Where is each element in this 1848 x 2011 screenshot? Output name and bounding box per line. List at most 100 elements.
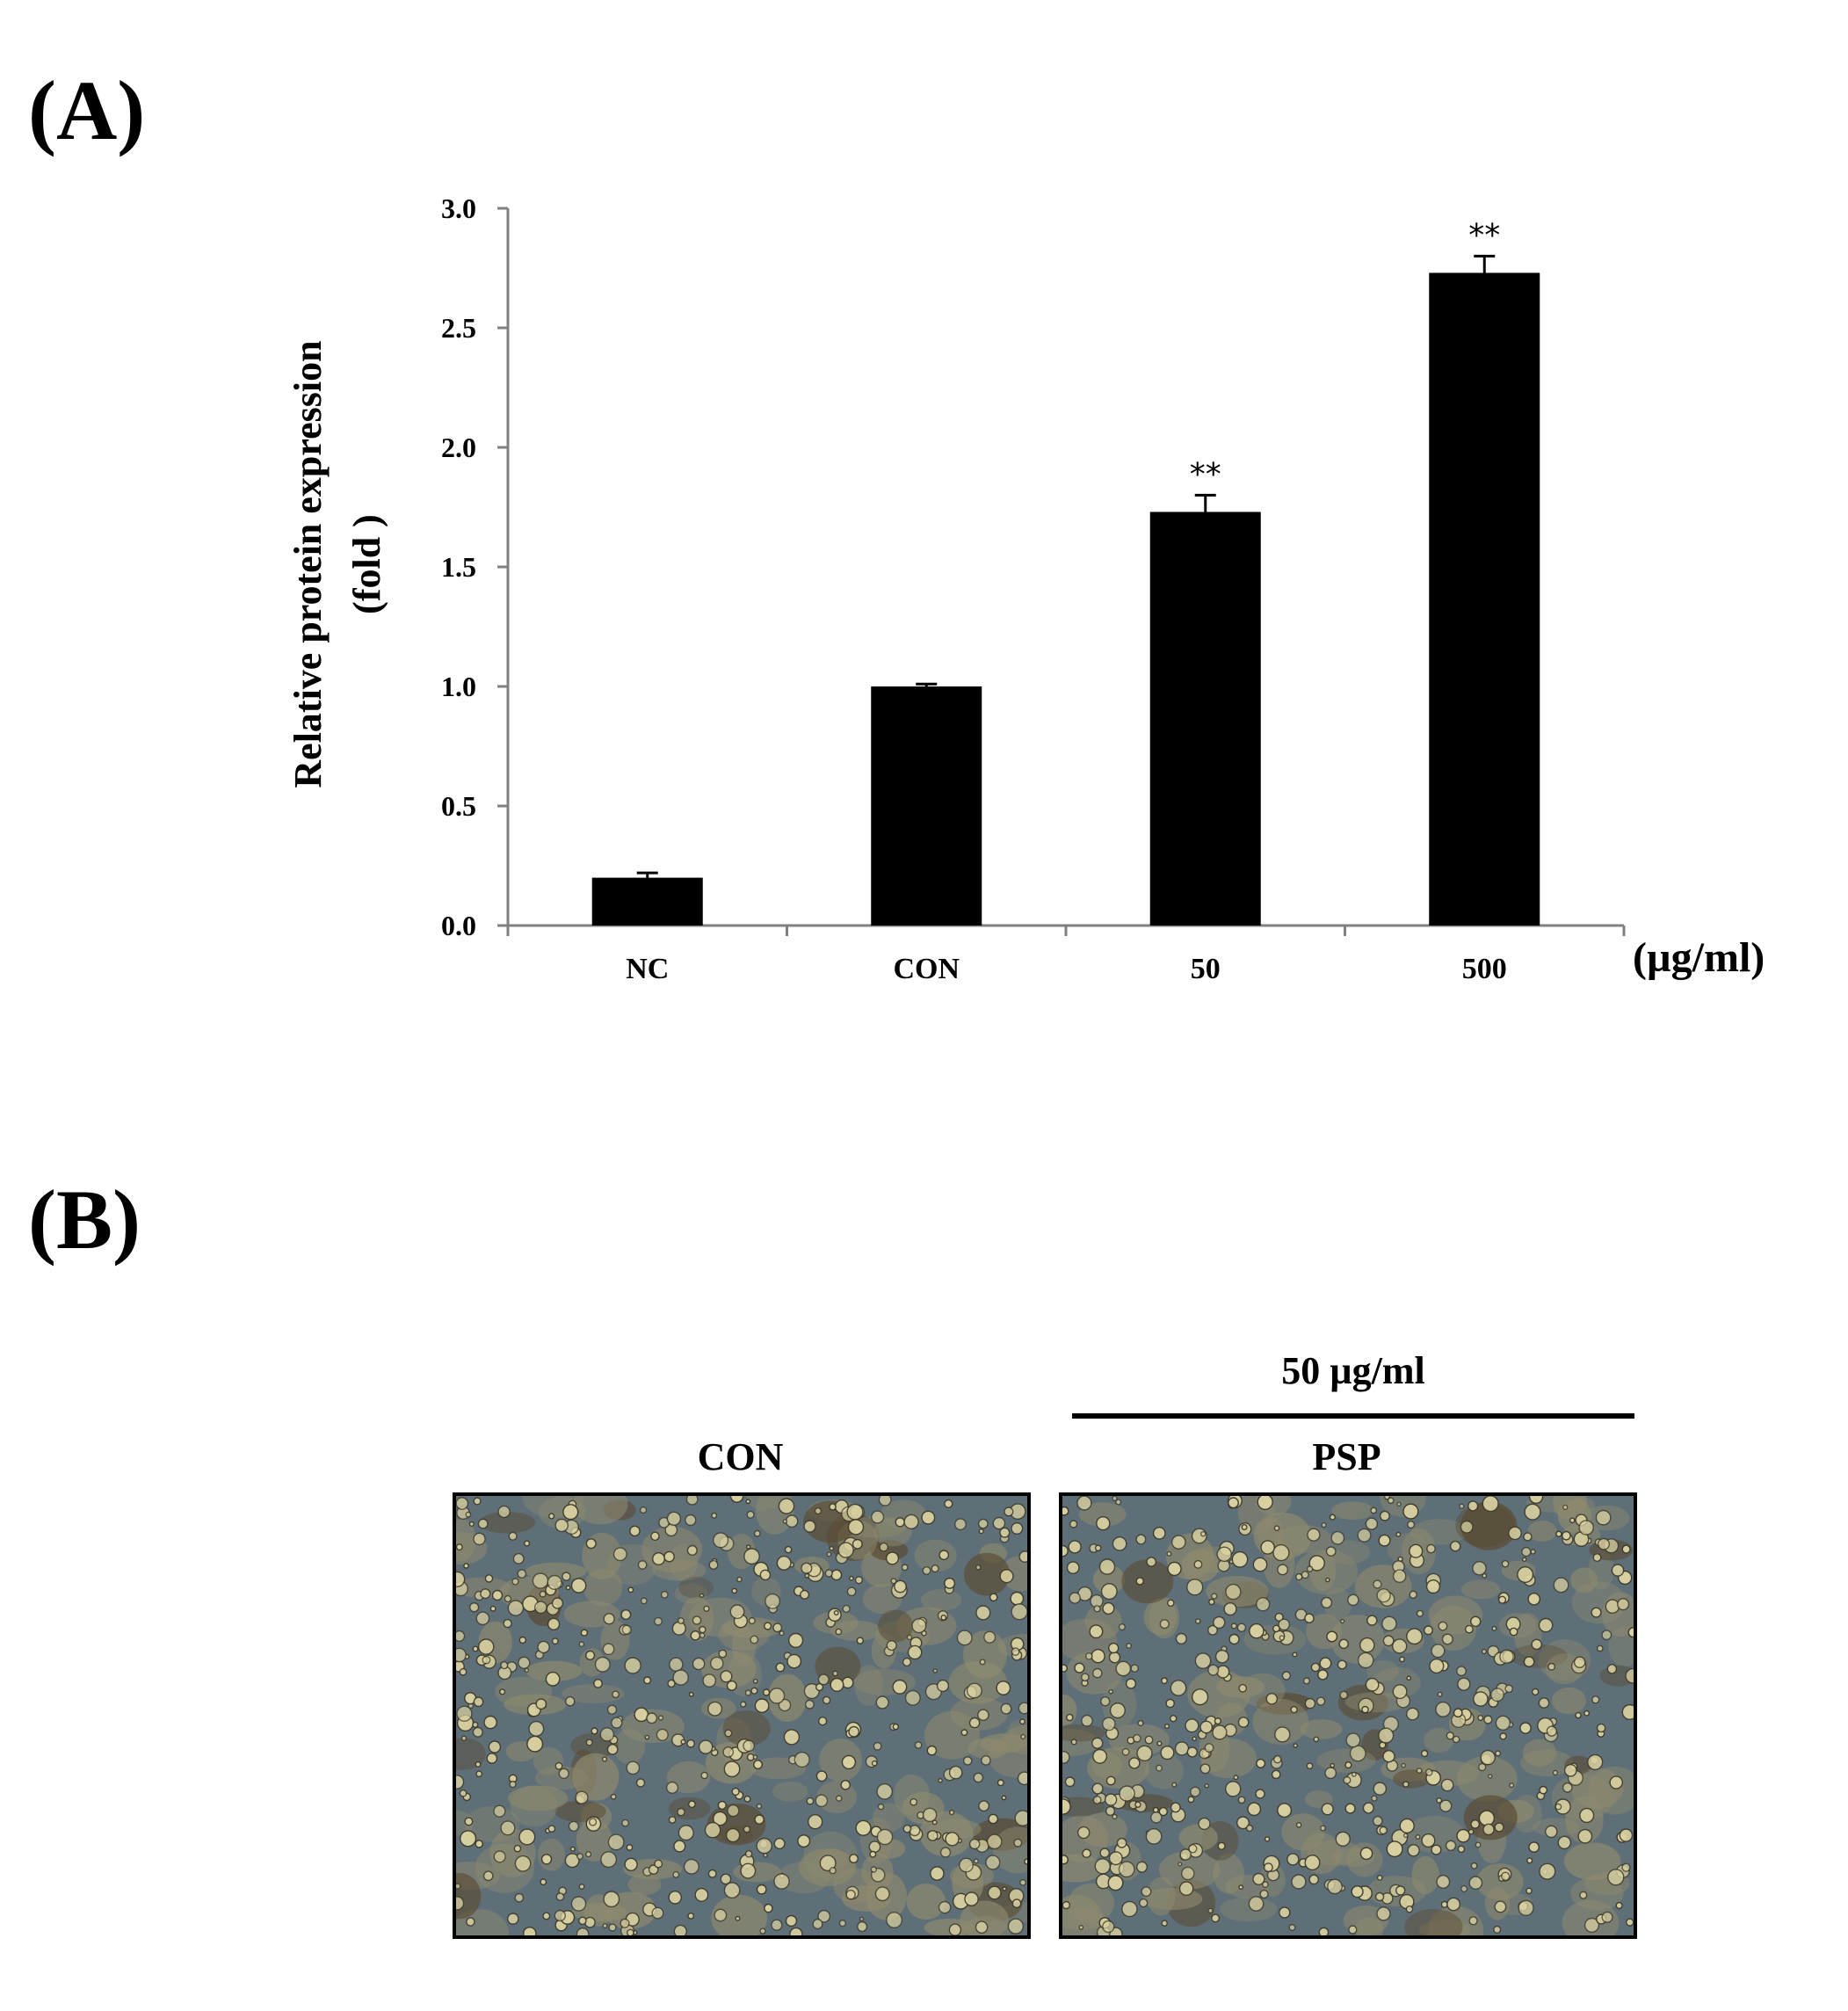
lipid-droplet — [1456, 1666, 1468, 1677]
lipid-droplet — [1207, 1907, 1214, 1914]
lipid-droplet — [1260, 1540, 1275, 1555]
lipid-droplet — [707, 1869, 717, 1878]
lipid-droplet — [1199, 1763, 1211, 1775]
lipid-droplet — [1344, 1761, 1352, 1769]
lipid-droplet — [698, 1739, 714, 1754]
lipid-droplet — [1011, 1522, 1024, 1535]
lipid-droplet — [514, 1855, 532, 1872]
lipid-droplet — [838, 1920, 847, 1928]
cell-body — [1519, 1749, 1574, 1777]
lipid-droplet — [1152, 1527, 1166, 1540]
lipid-droplet — [1078, 1924, 1084, 1930]
lipid-droplet — [621, 1624, 633, 1635]
lipid-droplet — [1365, 1517, 1379, 1530]
lipid-droplet — [610, 1793, 617, 1800]
cell-body — [819, 1738, 862, 1782]
lipid-droplet — [1271, 1769, 1281, 1780]
lipid-droplet — [1445, 1840, 1457, 1851]
lipid-droplet — [547, 1574, 562, 1591]
lipid-droplet — [1100, 1583, 1118, 1601]
lipid-droplet — [600, 1851, 618, 1869]
lipid-droplet — [1104, 1793, 1118, 1806]
lipid-droplet — [1340, 1618, 1345, 1624]
lipid-droplet — [1279, 1635, 1286, 1641]
lipid-droplet — [722, 1746, 735, 1758]
lipid-droplet — [1395, 1885, 1406, 1896]
lipid-droplet — [667, 1679, 676, 1688]
lipid-droplet — [714, 1908, 728, 1922]
lipid-droplet — [666, 1511, 682, 1526]
lipid-droplet — [1477, 1714, 1484, 1721]
lipid-droplet — [702, 1673, 717, 1688]
lipid-droplet — [756, 1837, 773, 1855]
lipid-droplet — [1493, 1925, 1502, 1935]
cell-body — [854, 1665, 884, 1706]
lipid-droplet — [1607, 1869, 1625, 1886]
lipid-droplet — [1272, 1543, 1290, 1562]
lipid-droplet — [1436, 1875, 1451, 1890]
lipid-droplet — [895, 1517, 905, 1528]
lipid-droplet — [1011, 1898, 1022, 1909]
lipid-droplet — [773, 1837, 786, 1850]
lipid-droplet — [629, 1525, 641, 1537]
lipid-droplet — [611, 1717, 623, 1729]
lipid-droplet — [1487, 1774, 1493, 1779]
lipid-droplet — [1553, 1577, 1569, 1594]
lipid-droplet — [718, 1649, 728, 1659]
lipid-droplet — [1272, 1624, 1280, 1633]
lipid-droplet — [1421, 1833, 1436, 1848]
lipid-droplet — [975, 1565, 982, 1571]
lipid-droplet — [1102, 1920, 1115, 1934]
cell-body — [456, 1518, 476, 1562]
lipid-droplet — [1062, 1855, 1069, 1865]
lipid-droplet — [694, 1887, 709, 1902]
lipid-droplet — [1531, 1638, 1543, 1651]
lipid-droplet — [1007, 1918, 1025, 1935]
lipid-droplet — [1062, 1798, 1071, 1815]
lipid-droplet — [650, 1531, 660, 1542]
lipid-droplet — [926, 1745, 938, 1756]
lipid-droplet — [1295, 1822, 1302, 1828]
lipid-droplet — [1093, 1605, 1101, 1613]
lipid-droplet — [683, 1858, 699, 1875]
cell-body — [960, 1900, 1009, 1935]
micrograph-con — [453, 1492, 1031, 1939]
lipid-droplet — [637, 1560, 648, 1570]
lipid-droplet — [1386, 1840, 1403, 1858]
lipid-droplet — [1118, 1623, 1127, 1631]
lipid-droplet — [1274, 1726, 1291, 1743]
lipid-droplet — [562, 1572, 571, 1581]
cell-body — [1563, 1842, 1621, 1880]
lipid-droplet — [551, 1597, 564, 1609]
lipid-droplet — [1156, 1740, 1163, 1746]
lipid-droplet — [1405, 1905, 1414, 1913]
lipid-droplet — [607, 1833, 625, 1851]
lipid-droplet — [727, 1804, 740, 1818]
lipid-droplet — [1557, 1835, 1572, 1850]
lipid-droplet — [729, 1604, 745, 1620]
lipid-droplet — [463, 1563, 469, 1569]
lipid-droplet — [1160, 1746, 1175, 1761]
lipid-droplet — [1135, 1577, 1144, 1586]
lipid-droplet — [585, 1538, 597, 1550]
lipid-droplet — [1245, 1824, 1254, 1833]
lipid-droplet — [456, 1647, 467, 1663]
lipid-droplet — [772, 1623, 783, 1633]
lipid-droplet — [1392, 1684, 1408, 1700]
lipid-droplet — [626, 1761, 641, 1775]
lipid-droplet — [901, 1564, 909, 1572]
lipid-droplet — [1406, 1675, 1412, 1681]
lipid-droplet — [709, 1656, 724, 1671]
lipid-droplet — [720, 1670, 733, 1683]
lipid-droplet — [1213, 1615, 1226, 1630]
lipid-droplet — [1144, 1735, 1154, 1745]
significance-marker: ** — [1468, 217, 1500, 253]
cell-body — [1062, 1724, 1105, 1742]
lipid-droplet — [745, 1544, 751, 1550]
lipid-droplet — [837, 1542, 854, 1558]
lipid-droplet — [1539, 1785, 1548, 1795]
lipid-droplet — [1387, 1497, 1395, 1505]
lipid-droplet — [877, 1803, 885, 1811]
lipid-droplet — [1105, 1805, 1116, 1817]
lipid-droplet — [576, 1853, 583, 1861]
